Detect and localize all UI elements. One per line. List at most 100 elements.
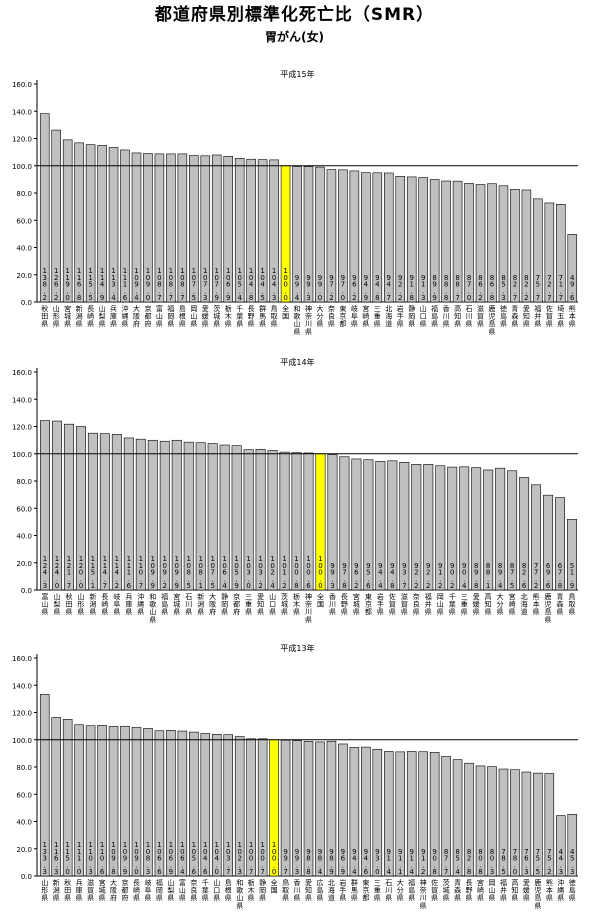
bar	[483, 469, 494, 591]
bar	[211, 734, 222, 877]
y-tick-label: 100.0	[12, 451, 32, 459]
x-tick-label: 富山県	[156, 304, 163, 328]
x-tick-label: 福井県	[425, 592, 432, 616]
x-tick-label: 静岡県	[221, 592, 228, 616]
x-tick-label: 鹿児島県	[545, 592, 552, 624]
x-tick-label: 青森県	[557, 592, 564, 616]
x-tick-label: 徳島県	[569, 878, 576, 902]
bar	[292, 166, 302, 303]
y-tick-label: 80.0	[16, 764, 32, 772]
bar	[255, 449, 266, 591]
bar	[418, 177, 428, 303]
x-tick-label: 石川県	[466, 305, 473, 328]
bar	[521, 189, 532, 303]
bar	[166, 730, 176, 877]
x-tick-label: 全国	[271, 878, 278, 895]
x-tick-label: 静岡県	[259, 878, 266, 902]
x-tick-label: 宮城県	[173, 592, 180, 616]
bar	[303, 741, 314, 877]
bar	[533, 772, 543, 877]
x-tick-label: 青森県	[511, 304, 518, 328]
x-tick-label: 三重県	[461, 593, 468, 616]
x-tick-label: 愛知県	[523, 304, 530, 328]
bar	[475, 184, 486, 303]
x-tick-label: 北海道	[328, 879, 335, 902]
x-tick-label: 岩手県	[397, 304, 404, 328]
bar	[51, 717, 61, 877]
bar	[243, 449, 254, 591]
x-tick-label: 新潟県	[76, 304, 83, 328]
x-tick-label: 滋賀県	[401, 592, 408, 616]
x-tick-label: 東京都	[339, 304, 346, 328]
x-tick-label: 山梨県	[99, 304, 106, 328]
x-tick-label: 鳥取県	[282, 878, 289, 902]
x-tick-label: 福岡県	[156, 878, 163, 902]
bar	[51, 129, 61, 303]
bar	[567, 234, 578, 303]
x-tick-label: 高知県	[485, 592, 492, 616]
x-tick-label: 秋田県	[65, 592, 72, 616]
bar	[62, 139, 73, 303]
bar	[143, 153, 153, 303]
bar	[556, 815, 566, 877]
x-tick-label: 高知県	[511, 878, 518, 902]
x-tick-label: 神奈川県	[305, 592, 312, 624]
x-tick-label: 香川県	[294, 878, 301, 902]
y-tick-label: 160.0	[12, 81, 32, 89]
bar	[326, 740, 337, 877]
page-title: 都道府県別標準化死亡比（SMR）	[154, 5, 435, 25]
bar	[267, 450, 278, 591]
x-tick-label: 島根県	[179, 304, 186, 328]
bar	[51, 420, 62, 591]
x-tick-label: 大分県	[497, 592, 504, 616]
x-tick-label: 長野県	[341, 593, 348, 616]
x-tick-label: 山形県	[77, 592, 84, 616]
bar	[99, 433, 110, 591]
bar	[361, 172, 371, 303]
bar	[441, 756, 451, 877]
x-tick-label: 鳥取県	[569, 592, 576, 616]
x-tick-label: 新潟県	[89, 592, 96, 616]
x-tick-label: 熊本県	[533, 592, 540, 616]
x-tick-label: 秋田県	[64, 878, 71, 902]
bar	[315, 741, 325, 877]
x-tick-label: 大阪府	[110, 878, 117, 902]
y-tick-label: 0.0	[21, 299, 32, 307]
bar	[211, 154, 222, 303]
bar	[338, 169, 348, 303]
bar	[120, 149, 130, 303]
bar	[339, 456, 350, 591]
